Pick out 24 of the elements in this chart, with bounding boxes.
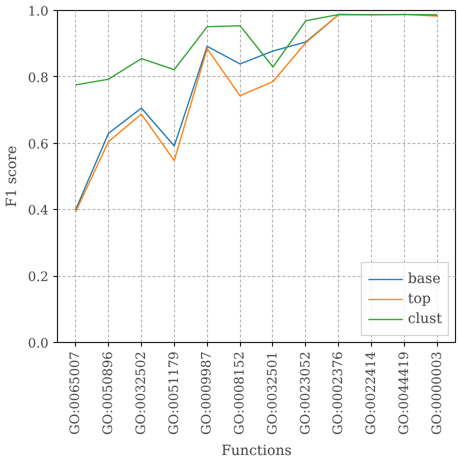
legend-label: clust <box>408 311 442 327</box>
y-tick-label: 0.6 <box>28 137 49 152</box>
x-tick-label: GO:0022414 <box>364 351 380 435</box>
line-series <box>74 14 438 86</box>
x-tick-label: GO:0050896 <box>100 351 116 435</box>
x-tick-label: GO:0044419 <box>397 351 412 435</box>
x-tick-label: GO:0008152 <box>232 351 248 435</box>
x-tick-label: GO:0065007 <box>68 351 84 435</box>
y-tick-label: 0.0 <box>28 336 49 352</box>
y-tick-label: 1.0 <box>28 4 49 20</box>
legend-label: top <box>408 291 431 307</box>
x-tick-label: GO:0032502 <box>134 351 149 435</box>
y-tick-label: 0.8 <box>28 70 49 86</box>
x-tick-label: GO:0009987 <box>200 351 215 435</box>
x-axis-title: Functions <box>221 442 292 459</box>
legend-label: base <box>408 271 441 287</box>
x-tick-label: GO:0002376 <box>331 351 346 435</box>
x-tick-label: GO:0032501 <box>265 351 280 435</box>
y-tick-label: 0.2 <box>28 270 49 286</box>
x-tick-label: GO:0023052 <box>298 351 314 435</box>
y-tick-label: 0.4 <box>28 204 49 219</box>
y-axis-title: F1 score <box>4 146 20 208</box>
x-tick-label: GO:0051179 <box>166 351 182 435</box>
x-tick-label: GO:0000003 <box>430 351 445 435</box>
